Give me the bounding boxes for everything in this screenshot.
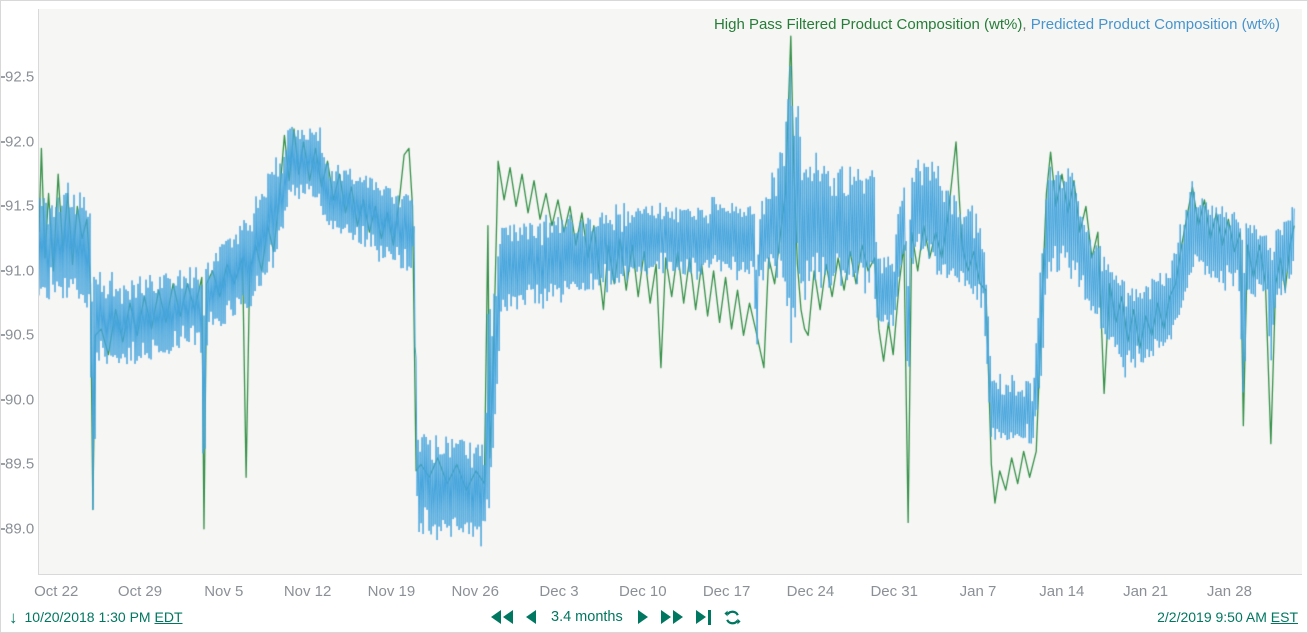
y-tick-label: 92.5 xyxy=(5,68,35,86)
x-tick-label: Jan 28 xyxy=(1206,583,1252,600)
y-tick-label: 92.0 xyxy=(5,133,35,151)
x-tick-label: Jan 14 xyxy=(1039,583,1085,600)
y-tick-mark xyxy=(1,463,5,466)
start-date-text: 10/20/2018 1:30 PM xyxy=(24,609,151,625)
step-back-full-icon[interactable] xyxy=(491,610,513,624)
y-tick-label: 90.5 xyxy=(5,326,35,344)
trend-chart-canvas[interactable] xyxy=(39,9,1302,574)
y-tick-mark xyxy=(1,527,5,530)
x-tick-label: Nov 12 xyxy=(283,583,332,600)
go-to-now-icon[interactable] xyxy=(695,609,711,625)
legend-item-high-pass-filtered[interactable]: High Pass Filtered Product Composition (… xyxy=(713,16,1023,33)
x-tick-label: Dec 17 xyxy=(702,583,751,600)
display-range-start: ↓ 10/20/2018 1:30 PM EDT xyxy=(9,604,183,630)
y-tick-mark xyxy=(1,334,5,337)
x-tick-label: Oct 29 xyxy=(117,583,163,600)
end-timezone-link[interactable]: EST xyxy=(1270,609,1298,625)
x-tick-label: Jan 21 xyxy=(1123,583,1169,600)
x-tick-label: Oct 22 xyxy=(34,583,79,600)
legend-item-predicted[interactable]: Predicted Product Composition (wt%) xyxy=(1030,16,1280,33)
y-tick-mark xyxy=(1,398,5,401)
y-tick-mark xyxy=(1,140,5,143)
y-tick-label: 91.0 xyxy=(5,262,35,280)
y-tick-mark xyxy=(1,76,5,79)
y-tick-label: 89.5 xyxy=(5,455,35,473)
x-axis-line xyxy=(38,574,1302,575)
refresh-icon[interactable] xyxy=(724,609,741,626)
step-forward-full-icon[interactable] xyxy=(660,610,683,624)
end-date-text: 2/2/2019 9:50 AM xyxy=(1157,609,1267,625)
down-arrow-icon[interactable]: ↓ xyxy=(9,607,18,627)
y-tick-label: 91.5 xyxy=(5,197,35,215)
x-tick-label: Nov 5 xyxy=(204,583,244,600)
step-forward-half-icon[interactable] xyxy=(637,610,648,624)
legend-separator: , xyxy=(1022,16,1031,33)
y-tick-mark xyxy=(1,205,5,208)
step-back-half-icon[interactable] xyxy=(526,610,536,624)
y-tick-mark xyxy=(1,269,5,272)
duration-label[interactable]: 3.4 months xyxy=(551,609,623,625)
display-range-end: 2/2/2019 9:50 AM EST xyxy=(1157,604,1298,630)
legend: High Pass Filtered Product Composition (… xyxy=(714,16,1280,33)
y-tick-label: 89.0 xyxy=(5,520,35,538)
start-timezone-link[interactable]: EDT xyxy=(154,609,183,625)
x-tick-label: Nov 26 xyxy=(451,583,499,600)
x-tick-label: Dec 10 xyxy=(619,583,667,600)
range-navigation-controls: 3.4 months xyxy=(491,604,741,630)
x-tick-label: Nov 19 xyxy=(367,583,416,600)
y-tick-label: 90.0 xyxy=(5,391,35,409)
x-tick-label: Dec 31 xyxy=(870,583,918,600)
x-tick-label: Jan 7 xyxy=(959,583,997,600)
x-tick-label: Dec 3 xyxy=(539,583,579,600)
end-datetime[interactable]: 2/2/2019 9:50 AM EST xyxy=(1157,609,1298,625)
y-axis-line xyxy=(38,9,39,575)
x-tick-label: Dec 24 xyxy=(786,583,835,600)
start-datetime[interactable]: 10/20/2018 1:30 PM EDT xyxy=(25,609,183,625)
